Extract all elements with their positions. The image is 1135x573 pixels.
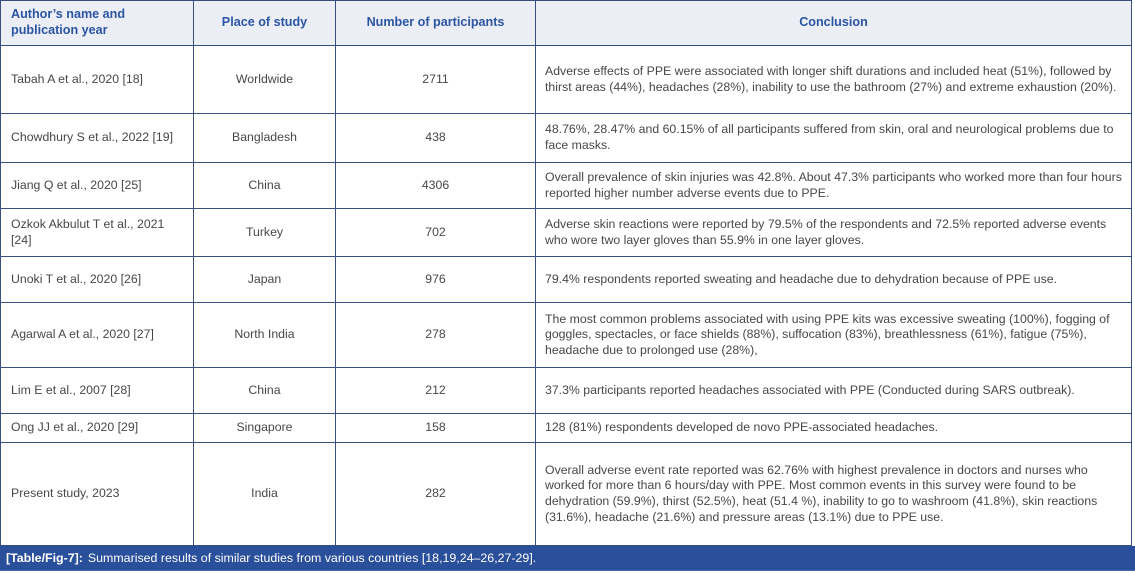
place-cell: China bbox=[193, 162, 336, 209]
participants-cell: 702 bbox=[335, 208, 536, 257]
participants-cell: 438 bbox=[335, 113, 536, 163]
author-cell: Tabah A et al., 2020 [18] bbox=[0, 45, 194, 114]
author-cell: Lim E et al., 2007 [28] bbox=[0, 367, 194, 414]
column-header-place: Place of study bbox=[193, 0, 336, 46]
conclusion-cell: Overall prevalence of skin injuries was … bbox=[535, 162, 1132, 209]
table-row: Present study, 2023 India 282 Overall ad… bbox=[0, 442, 1132, 546]
place-cell: North India bbox=[193, 302, 336, 368]
place-cell: Turkey bbox=[193, 208, 336, 257]
conclusion-cell: Adverse skin reactions were reported by … bbox=[535, 208, 1132, 257]
author-cell: Ong JJ et al., 2020 [29] bbox=[0, 413, 194, 443]
conclusion-cell: Adverse effects of PPE were associated w… bbox=[535, 45, 1132, 114]
conclusion-cell: 128 (81%) respondents developed de novo … bbox=[535, 413, 1132, 443]
author-cell: Chowdhury S et al., 2022 [19] bbox=[0, 113, 194, 163]
place-cell: China bbox=[193, 367, 336, 414]
participants-cell: 278 bbox=[335, 302, 536, 368]
participants-cell: 976 bbox=[335, 256, 536, 303]
table-row: Chowdhury S et al., 2022 [19] Bangladesh… bbox=[0, 113, 1132, 163]
caption-label: [Table/Fig-7]: bbox=[6, 551, 83, 565]
table-row: Jiang Q et al., 2020 [25] China 4306 Ove… bbox=[0, 162, 1132, 209]
author-cell: Present study, 2023 bbox=[0, 442, 194, 546]
participants-cell: 4306 bbox=[335, 162, 536, 209]
author-cell: Ozkok Akbulut T et al., 2021 [24] bbox=[0, 208, 194, 257]
conclusion-cell: 48.76%, 28.47% and 60.15% of all partici… bbox=[535, 113, 1132, 163]
caption-text: Summarised results of similar studies fr… bbox=[87, 551, 537, 565]
table-row: Unoki T et al., 2020 [26] Japan 976 79.4… bbox=[0, 256, 1132, 303]
table-row: Ozkok Akbulut T et al., 2021 [24] Turkey… bbox=[0, 208, 1132, 257]
column-header-author: Author’s name and publication year bbox=[0, 0, 194, 46]
place-cell: Singapore bbox=[193, 413, 336, 443]
conclusion-cell: The most common problems associated with… bbox=[535, 302, 1132, 368]
conclusion-cell: Overall adverse event rate reported was … bbox=[535, 442, 1132, 546]
table-row: Lim E et al., 2007 [28] China 212 37.3% … bbox=[0, 367, 1132, 414]
column-header-participants: Number of participants bbox=[335, 0, 536, 46]
conclusion-cell: 37.3% participants reported headaches as… bbox=[535, 367, 1132, 414]
author-cell: Agarwal A et al., 2020 [27] bbox=[0, 302, 194, 368]
place-cell: Japan bbox=[193, 256, 336, 303]
participants-cell: 158 bbox=[335, 413, 536, 443]
place-cell: Bangladesh bbox=[193, 113, 336, 163]
results-table: Author’s name and publication year Place… bbox=[0, 0, 1132, 546]
table-row: Ong JJ et al., 2020 [29] Singapore 158 1… bbox=[0, 413, 1132, 443]
participants-cell: 282 bbox=[335, 442, 536, 546]
participants-cell: 2711 bbox=[335, 45, 536, 114]
place-cell: Worldwide bbox=[193, 45, 336, 114]
author-cell: Unoki T et al., 2020 [26] bbox=[0, 256, 194, 303]
participants-cell: 212 bbox=[335, 367, 536, 414]
table-row: Tabah A et al., 2020 [18] Worldwide 2711… bbox=[0, 45, 1132, 114]
column-header-conclusion: Conclusion bbox=[535, 0, 1132, 46]
conclusion-cell: 79.4% respondents reported sweating and … bbox=[535, 256, 1132, 303]
table-caption: [Table/Fig-7]: Summarised results of sim… bbox=[0, 546, 1135, 571]
table-row: Agarwal A et al., 2020 [27] North India … bbox=[0, 302, 1132, 368]
place-cell: India bbox=[193, 442, 336, 546]
author-cell: Jiang Q et al., 2020 [25] bbox=[0, 162, 194, 209]
header-row: Author’s name and publication year Place… bbox=[0, 0, 1132, 46]
